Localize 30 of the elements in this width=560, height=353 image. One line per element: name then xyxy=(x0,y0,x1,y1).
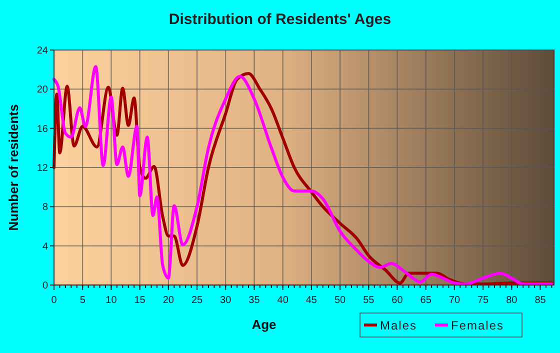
x-tick-label: 25 xyxy=(191,295,204,306)
x-tick-label: 65 xyxy=(420,295,432,306)
y-tick-label: 0 xyxy=(42,280,48,292)
chart-title: Distribution of Residents' Ages xyxy=(168,11,392,28)
x-tick-label: 30 xyxy=(220,295,232,306)
legend-label: Females xyxy=(451,318,504,332)
legend-label: Males xyxy=(380,318,418,332)
x-tick-label: 40 xyxy=(277,295,289,306)
x-tick-label: 5 xyxy=(80,295,86,306)
x-tick-label: 75 xyxy=(478,295,490,306)
y-tick-label: 12 xyxy=(36,163,48,174)
x-axis-title: Age xyxy=(252,317,276,332)
x-tick-label: 15 xyxy=(134,295,146,306)
x-tick-label: 85 xyxy=(534,295,546,306)
x-tick-label: 45 xyxy=(306,295,318,306)
x-tick-label: 60 xyxy=(392,295,404,306)
y-tick-label: 8 xyxy=(42,202,48,214)
y-axis-title: Number of residents xyxy=(6,104,21,231)
x-tick-label: 10 xyxy=(106,295,118,306)
y-tick-label: 20 xyxy=(36,84,48,96)
x-tick-label: 50 xyxy=(334,295,346,306)
y-tick-label: 16 xyxy=(36,124,48,135)
x-tick-label: 70 xyxy=(448,295,460,306)
y-tick-label: 4 xyxy=(42,241,48,252)
x-tick-label: 0 xyxy=(51,295,58,306)
x-tick-label: 55 xyxy=(363,295,375,306)
x-tick-label: 20 xyxy=(162,295,174,306)
x-tick-label: 80 xyxy=(506,295,518,306)
y-tick-label: 24 xyxy=(36,46,48,56)
x-tick-label: 35 xyxy=(248,295,260,306)
